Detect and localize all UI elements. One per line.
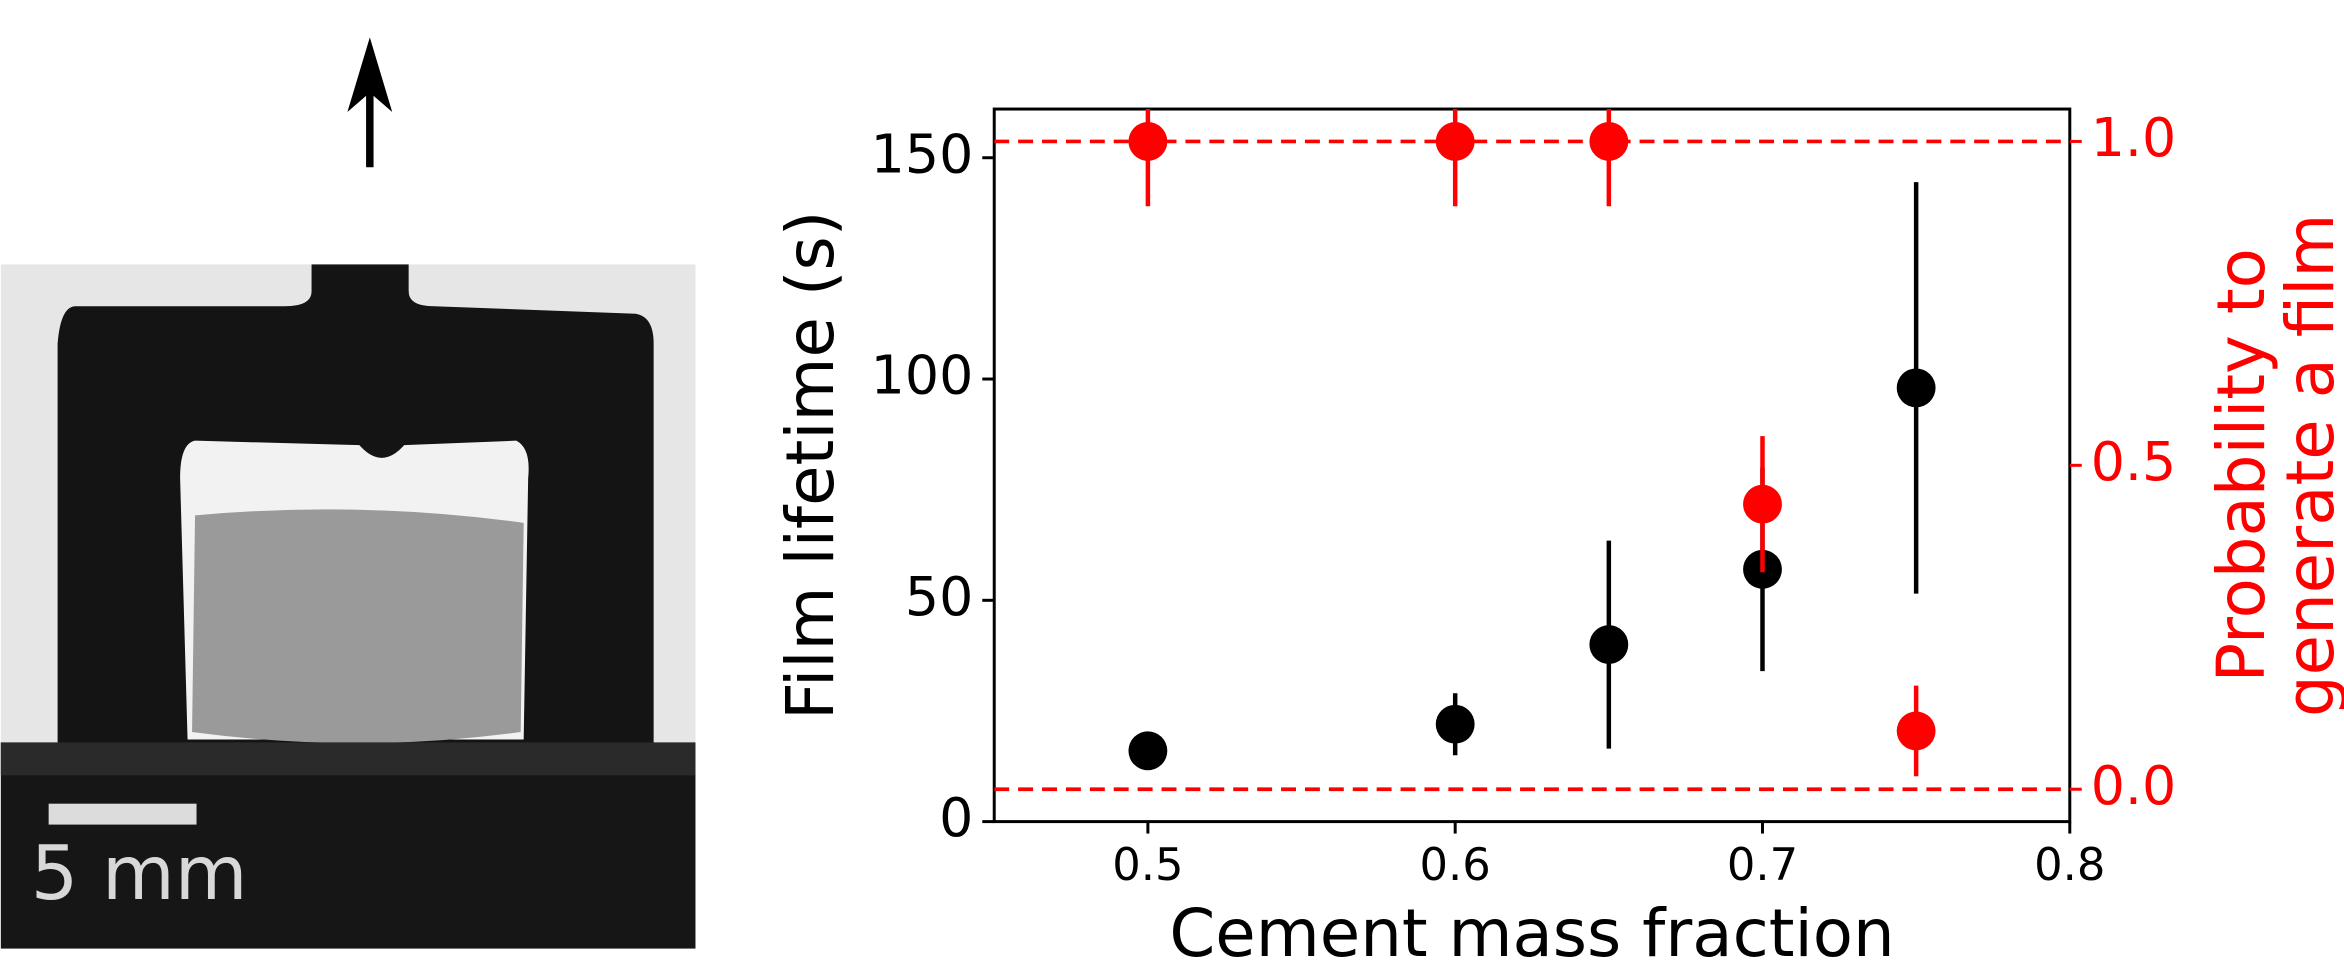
plot <box>994 109 2070 792</box>
y2-tick-label: 1.0 <box>2091 106 2177 169</box>
x-tick-label: 0.7 <box>1727 838 1798 891</box>
y2-tick-label: 0.0 <box>2091 754 2177 817</box>
marker <box>1896 711 1936 751</box>
y-tick-label: 100 <box>871 344 974 407</box>
y-axis-label: Film lifetime (s) <box>773 211 849 720</box>
scale-bar-label: 5 mm <box>31 830 248 917</box>
x-tick-label: 0.5 <box>1112 838 1183 891</box>
marker <box>1435 704 1475 744</box>
x-tick-label: 0.6 <box>1420 838 1491 891</box>
marker <box>1589 625 1629 664</box>
marker <box>1589 122 1629 161</box>
photo: 5 mm <box>0 37 696 949</box>
y-tick-label: 150 <box>871 122 974 185</box>
marker <box>1128 122 1168 161</box>
y2-tick-label: 0.5 <box>2091 430 2177 493</box>
x-axis-label: Cement mass fraction <box>1169 896 1894 968</box>
marker <box>1435 122 1475 161</box>
y-tick-label: 0 <box>939 786 973 849</box>
y-tick-label: 50 <box>905 565 973 628</box>
y2-axis-label: generate a film <box>2273 214 2344 717</box>
marker <box>1128 731 1168 771</box>
y2-axis-label: Probability to <box>2204 248 2280 682</box>
marker <box>1743 484 1782 524</box>
x-tick-label: 0.8 <box>2034 838 2105 891</box>
marker <box>1896 368 1936 408</box>
